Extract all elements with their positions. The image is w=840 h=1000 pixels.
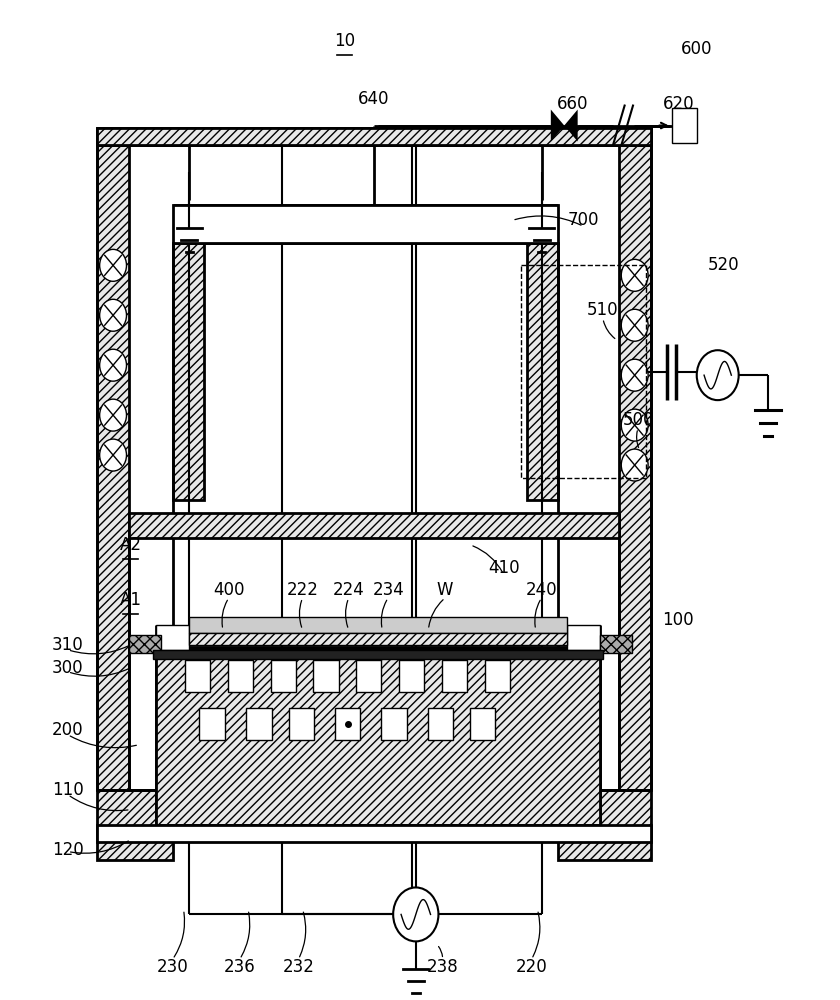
Text: 500: 500 xyxy=(622,411,654,429)
Text: 660: 660 xyxy=(557,95,588,113)
Text: 620: 620 xyxy=(663,95,694,113)
Bar xyxy=(313,660,339,692)
Circle shape xyxy=(100,299,127,331)
Bar xyxy=(619,145,651,790)
Circle shape xyxy=(696,350,738,400)
Text: 10: 10 xyxy=(334,32,355,50)
Bar xyxy=(129,635,161,653)
Polygon shape xyxy=(564,110,578,141)
Text: 120: 120 xyxy=(52,841,84,859)
Text: 236: 236 xyxy=(223,958,255,976)
Circle shape xyxy=(100,399,127,431)
Bar xyxy=(335,708,360,740)
Circle shape xyxy=(100,349,127,381)
Bar xyxy=(228,660,253,692)
Text: 310: 310 xyxy=(52,636,84,654)
Bar xyxy=(185,660,210,692)
Text: 510: 510 xyxy=(587,301,618,319)
Bar xyxy=(156,625,189,650)
Bar xyxy=(246,708,271,740)
Text: 410: 410 xyxy=(488,559,520,577)
Bar xyxy=(356,660,381,692)
Bar xyxy=(485,660,510,692)
Bar xyxy=(172,205,559,243)
Polygon shape xyxy=(551,110,564,141)
Bar xyxy=(270,660,296,692)
Text: 600: 600 xyxy=(681,40,712,58)
Circle shape xyxy=(100,439,127,471)
Bar xyxy=(97,145,129,790)
Text: 110: 110 xyxy=(52,781,84,799)
Bar xyxy=(381,708,407,740)
Circle shape xyxy=(393,887,438,941)
Bar xyxy=(189,617,567,633)
Text: A2: A2 xyxy=(119,536,142,554)
Text: 640: 640 xyxy=(358,90,390,108)
Circle shape xyxy=(100,249,127,281)
Text: 240: 240 xyxy=(526,581,558,599)
Bar xyxy=(527,243,559,500)
Circle shape xyxy=(622,449,648,481)
Bar xyxy=(289,708,314,740)
Bar xyxy=(97,128,651,145)
Bar xyxy=(672,108,696,143)
Circle shape xyxy=(622,409,648,441)
Bar xyxy=(129,513,619,538)
Text: 230: 230 xyxy=(157,958,188,976)
Bar xyxy=(399,660,424,692)
Text: 700: 700 xyxy=(568,211,599,229)
Text: 520: 520 xyxy=(708,256,739,274)
Bar xyxy=(199,708,224,740)
Circle shape xyxy=(622,309,648,341)
Bar xyxy=(97,790,172,860)
Bar xyxy=(156,648,601,825)
Bar xyxy=(97,128,651,145)
Circle shape xyxy=(622,359,648,391)
Bar xyxy=(97,825,651,842)
Text: 222: 222 xyxy=(286,581,318,599)
Bar xyxy=(559,790,651,860)
Text: W: W xyxy=(437,581,454,599)
Bar xyxy=(189,633,567,645)
Circle shape xyxy=(622,259,648,291)
Text: 300: 300 xyxy=(52,659,84,677)
Bar xyxy=(470,708,496,740)
Text: 232: 232 xyxy=(282,958,314,976)
Bar xyxy=(601,635,633,653)
Bar xyxy=(567,625,601,650)
Bar xyxy=(442,660,467,692)
Bar xyxy=(172,243,204,500)
Text: 200: 200 xyxy=(52,721,84,739)
Text: 400: 400 xyxy=(213,581,244,599)
Text: 224: 224 xyxy=(333,581,365,599)
Text: 220: 220 xyxy=(516,958,548,976)
Bar xyxy=(154,650,603,659)
Text: 238: 238 xyxy=(427,958,459,976)
Text: 234: 234 xyxy=(372,581,404,599)
Bar xyxy=(428,708,453,740)
Text: 100: 100 xyxy=(663,611,694,629)
Text: A1: A1 xyxy=(119,591,142,609)
